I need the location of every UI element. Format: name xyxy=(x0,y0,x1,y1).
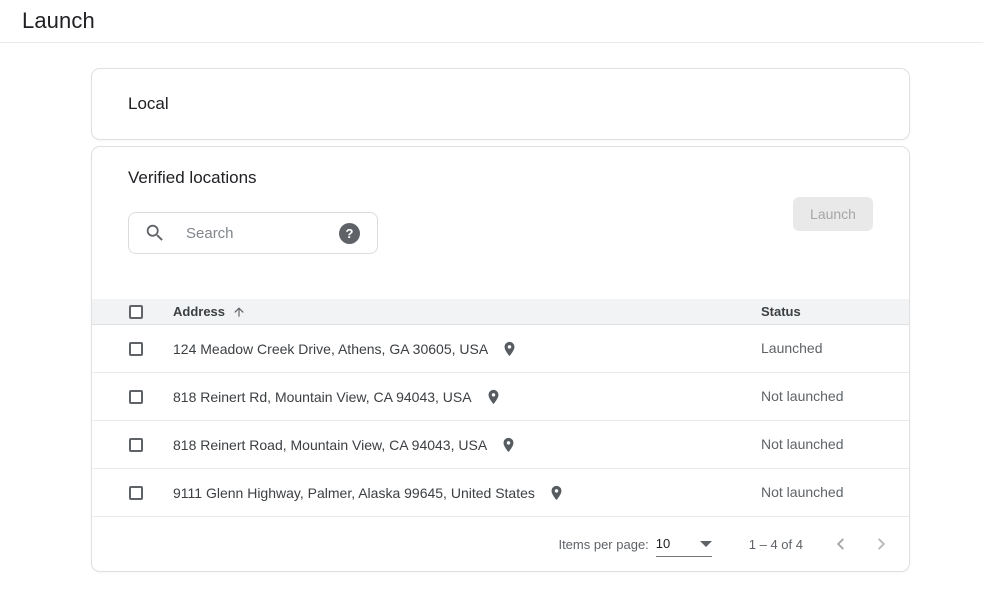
row-checkbox[interactable] xyxy=(129,437,143,452)
search-icon xyxy=(144,222,166,244)
items-per-page-label: Items per page: xyxy=(558,536,649,552)
pagination-bar: Items per page: 10 1 – 4 of 4 xyxy=(92,517,909,571)
select-all-checkbox[interactable] xyxy=(129,304,143,319)
status-cell: Not launched xyxy=(761,483,844,500)
verified-locations-title: Verified locations xyxy=(128,168,257,187)
table-row: 818 Reinert Road, Mountain View, CA 9404… xyxy=(92,421,909,469)
address-cell: 818 Reinert Road, Mountain View, CA 9404… xyxy=(173,436,488,453)
location-pin-icon[interactable] xyxy=(501,339,518,359)
page-header: Launch xyxy=(0,0,983,43)
address-cell: 124 Meadow Creek Drive, Athens, GA 30605… xyxy=(173,340,489,357)
status-cell: Launched xyxy=(761,339,823,356)
table-header-row: Address Status xyxy=(92,299,909,325)
items-per-page-select[interactable]: 10 xyxy=(655,531,712,557)
items-per-page-value: 10 xyxy=(655,536,671,551)
status-column-header[interactable]: Status xyxy=(761,304,801,319)
chevron-left-icon xyxy=(830,533,852,555)
address-column-header[interactable]: Address xyxy=(173,304,226,319)
status-cell: Not launched xyxy=(761,387,844,404)
next-page-button[interactable] xyxy=(869,532,893,556)
search-input[interactable] xyxy=(186,224,339,242)
launch-button[interactable]: Launch xyxy=(793,197,873,231)
address-cell: 818 Reinert Rd, Mountain View, CA 94043,… xyxy=(173,388,472,405)
help-icon[interactable]: ? xyxy=(339,222,360,244)
status-cell: Not launched xyxy=(761,435,844,452)
table-body: 124 Meadow Creek Drive, Athens, GA 30605… xyxy=(92,325,909,517)
pagination-range-label: 1 – 4 of 4 xyxy=(748,536,803,552)
page-title: Launch xyxy=(22,8,95,33)
toolbar: ? Launch xyxy=(92,197,909,254)
local-card-title: Local xyxy=(128,94,169,113)
row-checkbox[interactable] xyxy=(129,485,143,500)
local-card: Local xyxy=(91,68,910,140)
table-row: 9111 Glenn Highway, Palmer, Alaska 99645… xyxy=(92,469,909,517)
verified-locations-card: Verified locations ? Launch Address Stat… xyxy=(91,146,910,572)
location-pin-icon[interactable] xyxy=(500,435,517,455)
row-checkbox[interactable] xyxy=(129,341,143,356)
table-row: 818 Reinert Rd, Mountain View, CA 94043,… xyxy=(92,373,909,421)
row-checkbox[interactable] xyxy=(129,389,143,404)
chevron-right-icon xyxy=(870,533,892,555)
sort-ascending-icon[interactable] xyxy=(232,305,246,319)
search-box[interactable]: ? xyxy=(128,212,378,254)
table-row: 124 Meadow Creek Drive, Athens, GA 30605… xyxy=(92,325,909,373)
location-pin-icon[interactable] xyxy=(548,483,565,503)
chevron-down-icon xyxy=(699,540,712,547)
location-pin-icon[interactable] xyxy=(485,387,502,407)
previous-page-button[interactable] xyxy=(829,532,853,556)
address-cell: 9111 Glenn Highway, Palmer, Alaska 99645… xyxy=(173,484,535,501)
